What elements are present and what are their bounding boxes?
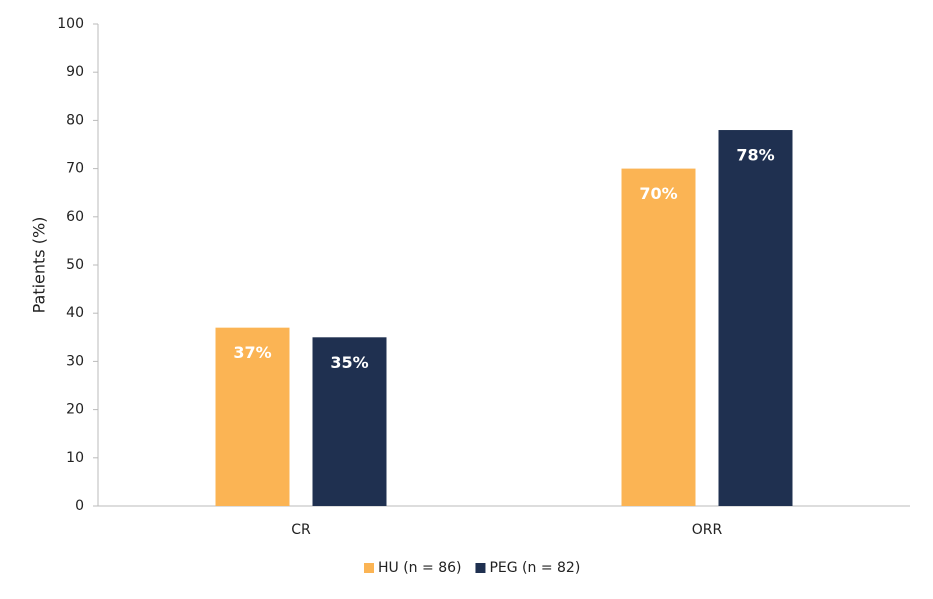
legend-swatch — [475, 563, 486, 573]
bar — [215, 327, 290, 506]
y-tick-label: 60 — [66, 209, 84, 225]
bar — [621, 168, 696, 506]
y-tick-label: 80 — [66, 112, 84, 128]
y-tick-label: 0 — [75, 498, 84, 514]
y-tick-label: 20 — [66, 402, 84, 418]
y-tick-label: 10 — [66, 450, 84, 466]
value-label: 70% — [639, 184, 677, 203]
value-label: 78% — [736, 146, 774, 165]
y-axis-label: Patients (%) — [30, 217, 49, 314]
y-tick-label: 30 — [66, 353, 84, 369]
y-tick-label: 90 — [66, 64, 84, 80]
legend-label: HU (n = 86) — [378, 560, 461, 576]
value-label: 37% — [233, 343, 271, 362]
y-tick-label: 70 — [66, 161, 84, 177]
x-tick-label: CR — [291, 522, 311, 538]
x-tick-label: ORR — [692, 522, 723, 538]
bar — [312, 337, 387, 506]
legend-label: PEG (n = 82) — [489, 560, 580, 576]
value-label: 35% — [330, 353, 368, 372]
legend-swatch — [364, 563, 374, 573]
bar — [718, 130, 793, 507]
y-tick-label: 40 — [66, 305, 84, 321]
y-tick-label: 50 — [66, 257, 84, 273]
y-tick-label: 100 — [57, 16, 84, 32]
